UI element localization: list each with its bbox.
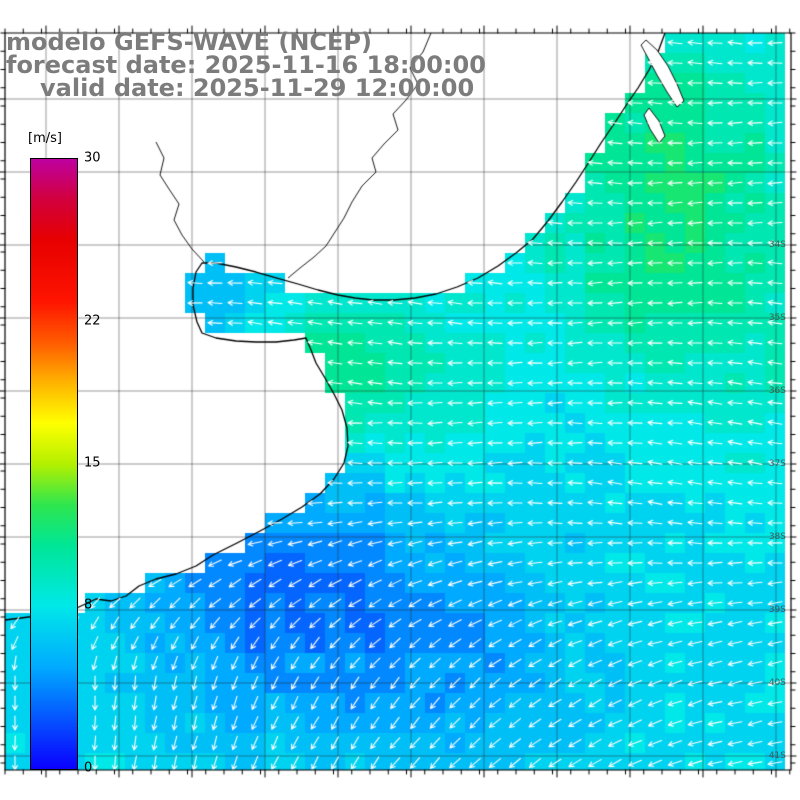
- latitude-label: 34S: [768, 240, 786, 250]
- latitude-label: 35S: [768, 313, 786, 323]
- latitude-label: 36S: [768, 386, 786, 396]
- latitude-label: 40S: [768, 678, 786, 688]
- latitude-label: 41S: [768, 751, 786, 761]
- latitude-label: 37S: [768, 459, 786, 469]
- latitude-label: 39S: [768, 605, 786, 615]
- latitude-label: 38S: [768, 532, 786, 542]
